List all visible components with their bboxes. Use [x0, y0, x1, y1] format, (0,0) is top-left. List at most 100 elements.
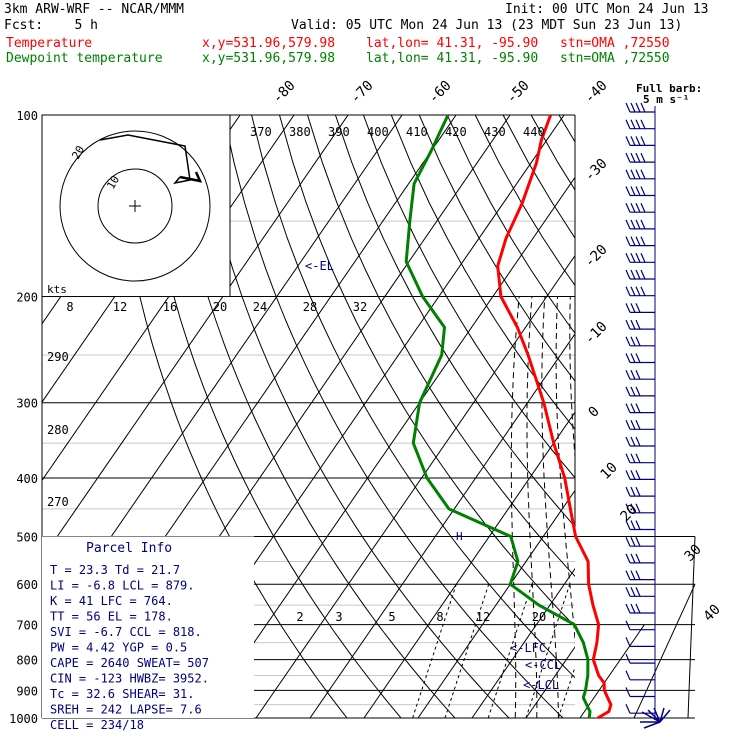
wind-barb: [625, 553, 655, 564]
parcel-info-line: CIN = -123 HWBZ= 3952.: [50, 672, 209, 686]
parcel-info-title: Parcel Info: [86, 541, 172, 556]
wind-barb: [625, 653, 655, 664]
wind-barb: [625, 470, 655, 480]
dry-adiabat: [502, 115, 575, 239]
isotherm-label: -70: [348, 78, 377, 107]
dewpoint-profile: [404, 114, 592, 719]
theta-label: 270: [47, 495, 69, 509]
wind-barb: [625, 403, 655, 414]
dewpoint-latlon: lat,lon= 41.31, -95.90: [366, 51, 539, 66]
dry-adiabat: [195, 115, 510, 718]
theta-label: 280: [47, 423, 69, 437]
dry-adiabat: [251, 115, 575, 679]
mixing-ratio-label: 12: [476, 610, 490, 624]
mixing-ratio-line: [412, 584, 457, 718]
wind-barb: [625, 369, 655, 380]
hodograph-ring-inner: [97, 168, 173, 244]
theta-e-label: 440: [523, 125, 545, 139]
isotherm-label: -80: [270, 78, 299, 107]
temperature-xy: x,y=531.96,579.98: [202, 36, 336, 51]
hodograph-axis-label: 20: [213, 300, 227, 314]
isotherm-label: -40: [582, 78, 611, 107]
parcel-info-line: CAPE = 2640 SWEAT= 507: [50, 656, 209, 670]
level-annotation: <-LCL: [523, 678, 559, 692]
pressure-label: 400: [16, 472, 38, 486]
wind-barbs: Full barb:5 m s⁻¹: [625, 82, 702, 729]
theta-e-label: 390: [328, 125, 350, 139]
wind-barb: [625, 303, 655, 313]
pressure-label: 1000: [9, 712, 38, 726]
isotherm-label: -10: [582, 319, 611, 348]
wind-barb: [625, 236, 655, 247]
temperature-station: stn=OMA ,72550: [560, 36, 670, 51]
isotherm-label: -60: [426, 78, 455, 107]
level-annotation: <-EL: [305, 259, 334, 273]
mixing-ratio-label: 5: [388, 610, 395, 624]
parcel-info-background: [42, 536, 254, 718]
hodograph-ring-label: 20: [69, 144, 87, 162]
wind-barb: [625, 319, 655, 330]
dry-adiabat: [530, 115, 575, 191]
isotherm-label: -20: [582, 242, 611, 271]
wind-barb: [625, 486, 655, 497]
isotherm-line: [525, 646, 575, 718]
isotherm-line: [255, 254, 575, 718]
isotherm-line: [417, 489, 575, 718]
wind-barb: [653, 707, 661, 723]
wind-barb: [625, 620, 655, 631]
wind-barb: [625, 436, 655, 447]
theta-e-label: 370: [250, 125, 272, 139]
hodograph: 20 10 kts: [41, 114, 231, 298]
moist-adiabat: [583, 297, 623, 719]
wind-barb: [659, 709, 671, 723]
mixing-ratio-label: 20: [532, 610, 546, 624]
parcel-info-line: Tc = 32.6 SHEAR= 31.: [50, 687, 195, 701]
theta-e-label: 400: [367, 125, 389, 139]
hodograph-trace: [179, 171, 203, 183]
parcel-info-line: K = 41 LFC = 764.: [50, 594, 173, 608]
level-annotation: <-CCL: [525, 658, 561, 672]
temperature-label: Temperature: [6, 36, 93, 51]
pressure-label: 700: [16, 619, 38, 633]
dewpoint-xy: x,y=531.96,579.98: [202, 51, 336, 66]
isotherm-line: [688, 115, 740, 718]
wind-barb: [625, 536, 655, 547]
pressure-label: 100: [16, 109, 38, 123]
parcel-info-line: SREH = 242 LAPSE= 7.6: [50, 703, 202, 717]
wind-barb: [625, 587, 655, 597]
parcel-info-line: SVI = -6.7 CCL = 818.: [50, 625, 202, 639]
wind-barb: [625, 420, 655, 430]
wind-barb: [625, 637, 655, 647]
isotherm-line: [309, 333, 575, 718]
pressure-label: 900: [16, 684, 38, 698]
dry-adiabat: [307, 115, 575, 577]
dry-adiabat: [390, 115, 575, 430]
wind-barb: [647, 709, 661, 723]
wind-barb: [641, 711, 661, 723]
isotherm-label: -50: [504, 78, 533, 107]
hodograph-ring-outer: [59, 130, 211, 282]
isotherm-line: [579, 624, 645, 719]
wind-barb: [625, 336, 655, 347]
parcel-info-line: PW = 4.42 YGP = 0.5: [50, 641, 187, 655]
isotherm-line: [471, 567, 575, 718]
isotherm-line: [633, 584, 696, 719]
wind-barb: [625, 603, 655, 614]
wind-barb: [625, 269, 655, 280]
dry-adiabat: [167, 115, 456, 718]
moist-adiabat: [555, 296, 575, 645]
hodograph-axis-label: 32: [353, 300, 367, 314]
hodograph-axis-label: 28: [303, 300, 317, 314]
barb-legend-title: Full barb:: [636, 82, 702, 95]
isotherm-line: [687, 536, 696, 719]
dry-adiabat: [587, 115, 740, 718]
pressure-label: 300: [16, 397, 38, 411]
wind-barb: [625, 386, 655, 397]
temperature-latlon: lat,lon= 41.31, -95.90: [366, 36, 539, 51]
theta-e-label: 410: [406, 125, 428, 139]
wind-barb: [659, 707, 665, 723]
mixing-ratio-label: 2: [296, 610, 303, 624]
dewpoint-station: stn=OMA ,72550: [560, 51, 670, 66]
wind-barb: [625, 169, 655, 180]
parcel-info-line: CELL = 234/18: [50, 718, 144, 732]
